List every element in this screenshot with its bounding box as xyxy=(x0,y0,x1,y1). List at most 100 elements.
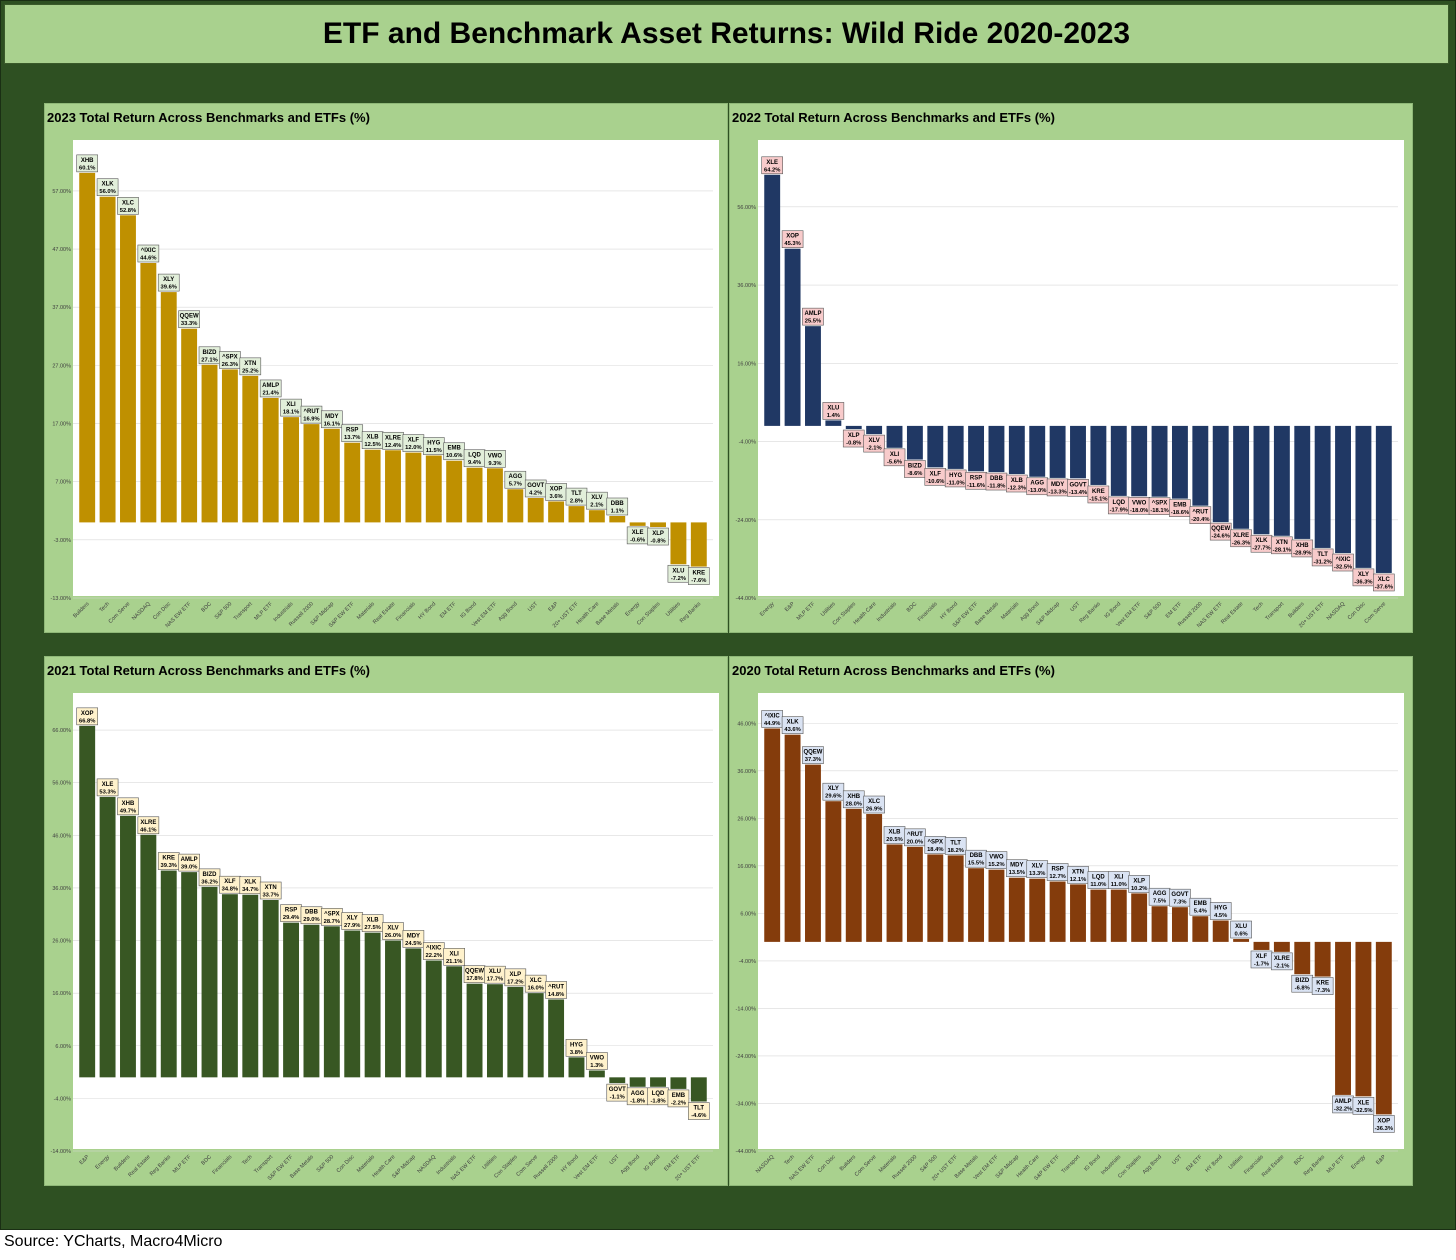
data-label-ticker: XLC xyxy=(1378,577,1391,583)
bar xyxy=(1110,889,1127,942)
bar xyxy=(242,375,259,523)
data-label-box xyxy=(1352,1097,1375,1115)
data-label-ticker: AGG xyxy=(508,474,522,480)
data-label-ticker: XLC xyxy=(530,978,543,984)
data-label-ticker: EMB xyxy=(447,446,461,452)
bar xyxy=(1212,425,1229,523)
data-label-value: 5.4% xyxy=(1194,909,1207,915)
bar xyxy=(609,515,626,523)
data-label-ticker: KRE xyxy=(1092,489,1105,495)
y-tick-label: -13.00% xyxy=(51,596,72,602)
data-label-value: -2.2% xyxy=(671,1100,686,1106)
data-label-ticker: AMLP xyxy=(1335,1099,1352,1105)
data-label-box xyxy=(545,981,567,999)
data-label-value: 5.7% xyxy=(509,482,522,488)
bar xyxy=(181,328,198,523)
bar xyxy=(446,460,463,523)
bar xyxy=(588,510,605,523)
bar xyxy=(466,467,483,523)
x-tick-label: Transport xyxy=(1061,1154,1082,1175)
bar xyxy=(968,868,985,942)
y-tick-label: -24.00% xyxy=(736,518,757,524)
data-label-value: 0.6% xyxy=(1234,932,1247,938)
data-label-ticker: TLT xyxy=(1317,552,1328,558)
bar xyxy=(283,922,300,1078)
data-label-ticker: GOVT xyxy=(1069,482,1086,488)
data-label-ticker: KRE xyxy=(1316,981,1329,987)
bar xyxy=(181,872,198,1078)
data-label-value: -5.6% xyxy=(887,459,902,465)
bar xyxy=(425,960,442,1078)
x-tick-label: Builders xyxy=(72,601,90,619)
data-label-ticker: XLU xyxy=(489,969,501,975)
y-tick-label: 16.00% xyxy=(737,361,756,367)
bar xyxy=(201,886,218,1078)
bar xyxy=(385,940,401,1078)
data-label-value: 44.9% xyxy=(764,721,780,727)
data-label-value: -4.6% xyxy=(691,1113,706,1119)
chart-title: 2020 Total Return Across Benchmarks and … xyxy=(732,663,1055,678)
data-label-box xyxy=(781,230,804,249)
data-label-ticker: ^RUT xyxy=(548,984,564,990)
data-label-box xyxy=(484,450,506,468)
data-label-ticker: ^SPX xyxy=(928,839,944,845)
data-label-ticker: XLI xyxy=(890,452,900,458)
data-label-value: -32.2% xyxy=(1334,1106,1352,1112)
data-label-value: -18.1% xyxy=(1150,508,1168,514)
bar xyxy=(283,417,300,523)
data-label-value: 53.3% xyxy=(99,789,115,795)
data-label-value: 18.2% xyxy=(947,848,963,854)
x-tick-label: BDC xyxy=(200,601,212,613)
data-label-value: 29.4% xyxy=(283,915,299,921)
data-label-ticker: AGG xyxy=(1153,891,1167,897)
data-label-ticker: BIZD xyxy=(203,872,218,878)
data-label-ticker: AMLP xyxy=(181,857,198,863)
x-tick-label: MLP ETF xyxy=(1326,1154,1347,1175)
data-label-ticker: QQEW xyxy=(1211,526,1230,532)
data-label-ticker: AGG xyxy=(631,1091,645,1097)
data-label-ticker: XLU xyxy=(827,405,839,411)
y-tick-label: -14.00% xyxy=(51,1149,72,1155)
data-label-ticker: RSP xyxy=(285,908,297,914)
data-label-box xyxy=(259,881,282,900)
data-label-box xyxy=(822,402,845,420)
data-label-value: 29.0% xyxy=(303,917,319,923)
data-label-value: -37.6% xyxy=(1375,584,1393,590)
data-label-value: -15.1% xyxy=(1089,496,1107,502)
data-label-ticker: AGG xyxy=(1030,481,1044,487)
data-label-value: -36.3% xyxy=(1354,579,1372,585)
data-label-value: 4.5% xyxy=(1214,913,1227,919)
data-label-value: 7.5% xyxy=(1153,899,1166,905)
data-label-ticker: RSP xyxy=(1051,867,1063,873)
data-label-ticker: XLP xyxy=(1133,878,1145,884)
y-tick-label: 46.00% xyxy=(737,721,756,727)
data-label-ticker: XLY xyxy=(828,786,839,792)
data-label-ticker: XLY xyxy=(1358,572,1369,578)
bar xyxy=(527,993,544,1078)
x-tick-label: EM ETF xyxy=(439,601,458,620)
x-tick-label: Builders xyxy=(839,1154,857,1172)
y-tick-label: -4.00% xyxy=(739,440,757,446)
data-label-value: -18.6% xyxy=(1171,510,1189,516)
data-label-value: 44.6% xyxy=(140,256,156,262)
data-label-value: 1.4% xyxy=(827,413,840,419)
x-tick-label: Tech xyxy=(99,601,111,613)
data-label-value: 49.7% xyxy=(120,808,136,814)
data-label-ticker: HYG xyxy=(949,473,962,479)
bar xyxy=(988,869,1005,942)
data-label-value: -7.6% xyxy=(691,578,706,584)
chart-panel-2020: 2020 Total Return Across Benchmarks and … xyxy=(729,656,1413,1186)
y-tick-label: 26.00% xyxy=(52,939,71,945)
data-label-value: 17.8% xyxy=(466,976,482,982)
x-tick-label: Real Estate xyxy=(372,601,396,625)
data-label-value: 3.8% xyxy=(570,1050,583,1056)
data-label-box xyxy=(137,816,160,835)
data-label-value: 64.2% xyxy=(764,167,780,173)
bar xyxy=(1212,920,1229,942)
data-label-value: -7.2% xyxy=(671,576,686,582)
x-tick-label: Agg Bond xyxy=(497,601,518,622)
data-label-ticker: XTN xyxy=(1072,869,1084,875)
bar xyxy=(1273,425,1290,536)
data-label-box xyxy=(667,1089,690,1108)
data-label-ticker: XOP xyxy=(786,234,799,240)
